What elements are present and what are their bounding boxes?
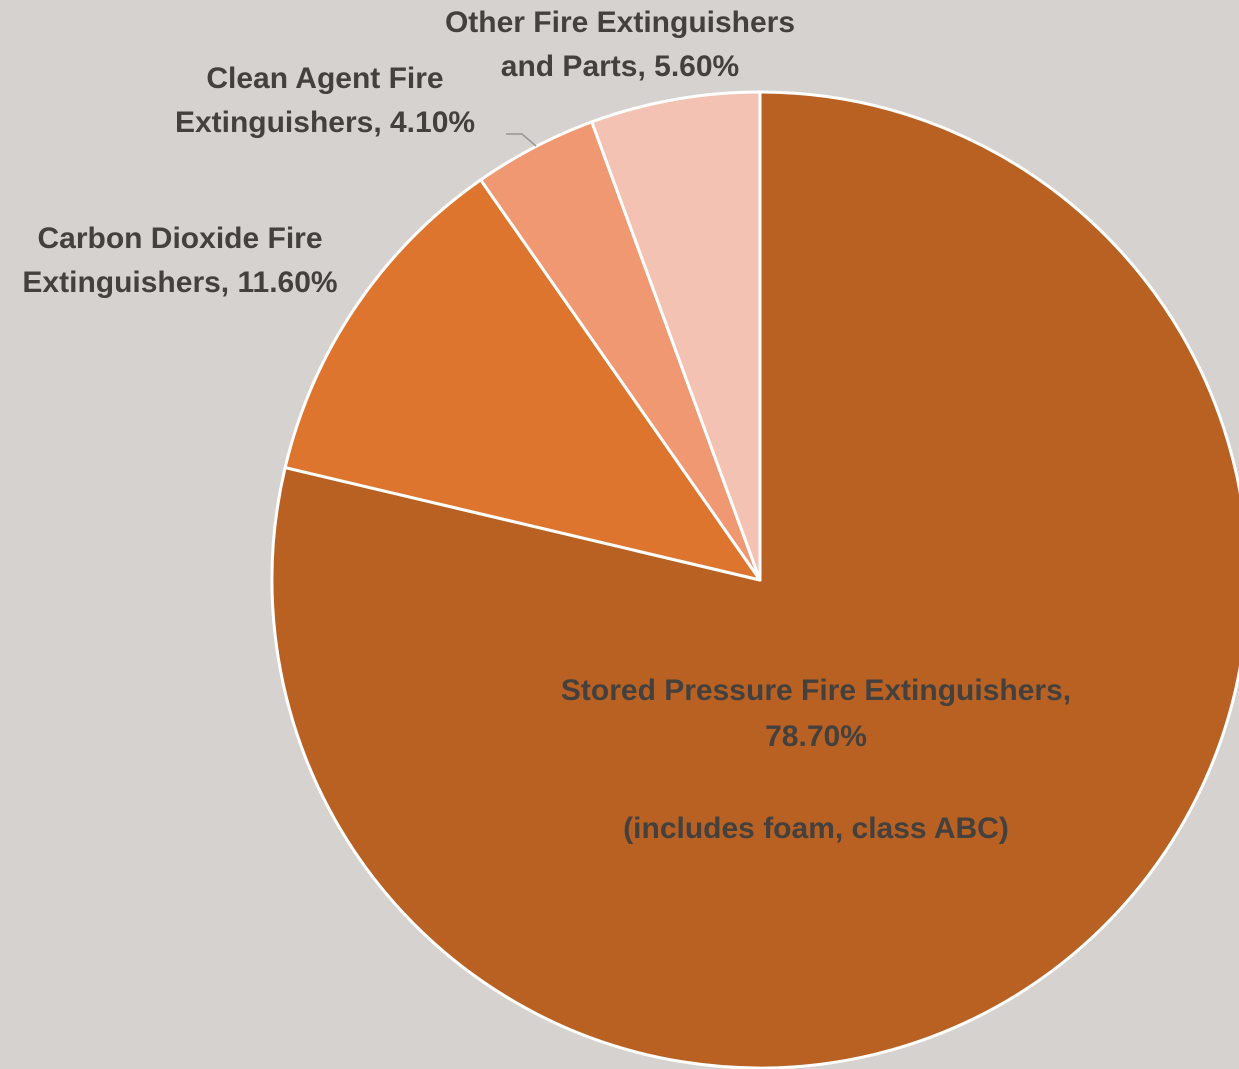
leader-lines	[506, 133, 537, 147]
slice-label-line: Extinguishers, 11.60%	[22, 266, 337, 299]
slice-label-stored-pressure-fire-extinguishers: Stored Pressure Fire Extinguishers, 78.70…	[561, 674, 1071, 845]
pie-slice-carbon-dioxide-fire-extinguishers	[283, 178, 762, 582]
slice-label-line: Stored Pressure Fire Extinguishers,	[561, 674, 1071, 707]
slice-label-line: 78.70%	[765, 720, 867, 753]
slice-label-line: Extinguishers, 4.10%	[175, 106, 475, 139]
pie-slice-other-fire-extinguishers-and-parts	[590, 90, 762, 582]
slice-label-line: Clean Agent Fire	[206, 62, 443, 95]
slice-label-line: (includes foam, class ABC)	[623, 812, 1009, 845]
slice-labels: Stored Pressure Fire Extinguishers, 78.70…	[22, 6, 1071, 845]
leader-line-clean-agent	[506, 133, 537, 147]
slice-label-carbon-dioxide-fire-extinguishers: Carbon Dioxide Fire Extinguishers, 11.60%	[22, 222, 337, 299]
slice-label-line: and Parts, 5.60%	[501, 50, 739, 83]
slice-label-clean-agent-fire-extinguishers: Clean Agent Fire Extinguishers, 4.10%	[175, 62, 475, 139]
slice-label-line: Other Fire Extinguishers	[445, 6, 795, 39]
slice-label-line: Carbon Dioxide Fire	[37, 222, 322, 255]
slice-label-other-fire-extinguishers-and-parts: Other Fire Extinguishers and Parts, 5.60%	[445, 6, 795, 83]
pie-slices	[270, 90, 1239, 1069]
